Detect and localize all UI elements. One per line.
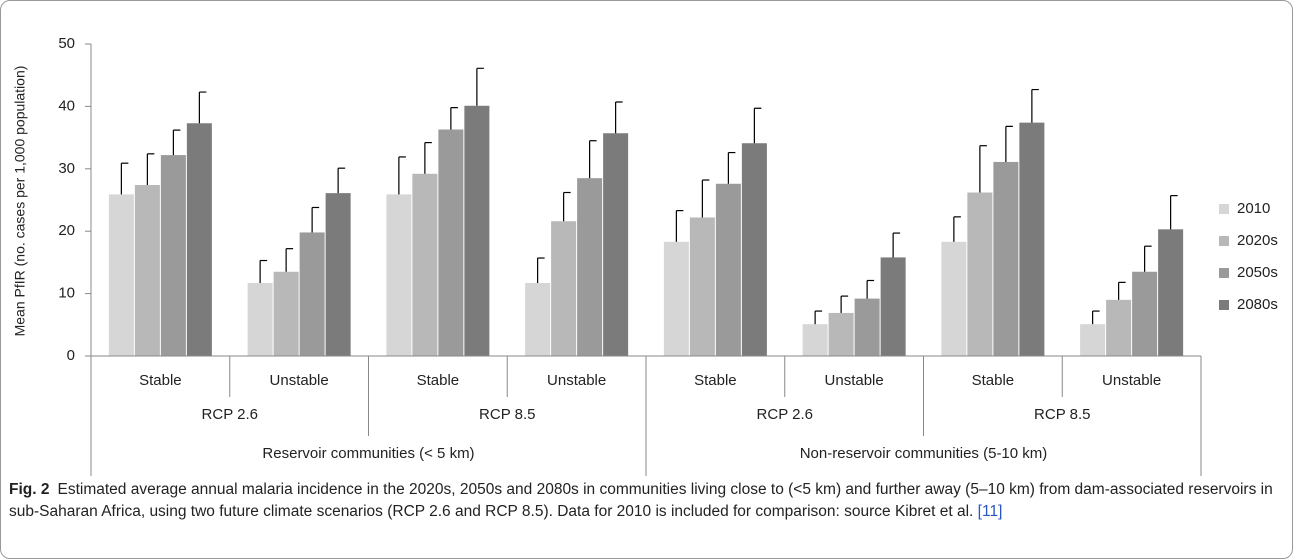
x-tick-label: Stable: [139, 372, 182, 389]
bar: [828, 312, 854, 356]
legend-label: 2050s: [1237, 264, 1278, 281]
bar: [1080, 324, 1106, 356]
legend-swatch: [1219, 204, 1229, 214]
bar: [551, 221, 577, 356]
bar: [325, 193, 351, 356]
group-label: RCP 8.5: [1034, 406, 1090, 423]
legend-swatch: [1219, 236, 1229, 246]
bar: [160, 155, 186, 356]
legend-label: 2010: [1237, 200, 1270, 217]
bar: [993, 161, 1019, 356]
y-tick-label: 10: [58, 285, 75, 302]
caption-label: Fig. 2: [9, 481, 50, 498]
bar: [741, 143, 767, 356]
x-tick-label: Unstable: [270, 372, 329, 389]
bar: [299, 232, 325, 356]
caption: Fig. 2 Estimated average annual malaria i…: [9, 479, 1279, 522]
bar: [941, 241, 967, 356]
bar: [438, 129, 464, 356]
bar: [1019, 122, 1045, 357]
x-tick-label: Stable: [694, 372, 737, 389]
chart: Mean PfIR (no. cases per 1,000 populatio…: [12, 35, 1278, 476]
bar: [1158, 229, 1184, 356]
bar: [880, 257, 906, 356]
bar: [967, 192, 993, 356]
bar: [108, 194, 134, 356]
bar: [603, 133, 629, 356]
y-tick-label: 50: [58, 35, 75, 52]
bar: [1106, 299, 1132, 356]
bar: [247, 282, 273, 356]
x-tick-label: Unstable: [1102, 372, 1161, 389]
y-tick-label: 30: [58, 160, 75, 177]
bar: [273, 271, 299, 356]
bar: [715, 183, 741, 356]
caption-text: Estimated average annual malaria inciden…: [9, 481, 1273, 520]
x-tick-label: Unstable: [825, 372, 884, 389]
citation[interactable]: [11]: [977, 502, 1003, 520]
y-axis-title: Mean PfIR (no. cases per 1,000 populatio…: [12, 66, 28, 337]
bar: [464, 105, 490, 356]
bar: [689, 217, 715, 356]
supergroup-label: Non-reservoir communities (5-10 km): [800, 445, 1048, 462]
y-tick-label: 0: [67, 347, 75, 364]
legend-swatch: [1219, 268, 1229, 278]
x-tick-label: Stable: [972, 372, 1015, 389]
bar: [577, 178, 603, 356]
legend-label: 2020s: [1237, 232, 1278, 249]
group-label: RCP 8.5: [479, 406, 535, 423]
bar: [134, 185, 160, 356]
supergroup-label: Reservoir communities (< 5 km): [262, 445, 474, 462]
bar: [525, 282, 551, 356]
group-label: RCP 2.6: [757, 406, 813, 423]
y-tick-label: 40: [58, 97, 75, 114]
y-tick-label: 20: [58, 222, 75, 239]
bar: [386, 194, 412, 356]
x-tick-label: Stable: [417, 372, 460, 389]
legend-swatch: [1219, 300, 1229, 310]
legend-label: 2080s: [1237, 296, 1278, 313]
bar: [854, 298, 880, 356]
bar: [663, 241, 689, 356]
bar: [412, 173, 438, 356]
bar: [802, 324, 828, 356]
bar: [1132, 271, 1158, 356]
x-tick-label: Unstable: [547, 372, 606, 389]
group-label: RCP 2.6: [202, 406, 258, 423]
bar: [186, 123, 212, 356]
